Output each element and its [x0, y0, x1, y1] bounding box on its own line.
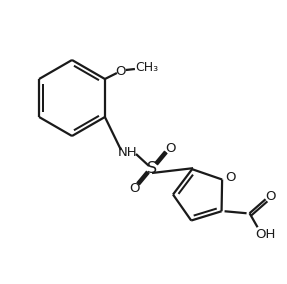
Text: O: O [116, 64, 126, 78]
Text: O: O [265, 190, 276, 203]
Text: NH: NH [118, 145, 138, 158]
Text: CH₃: CH₃ [135, 60, 158, 74]
Text: O: O [165, 141, 175, 154]
Text: O: O [129, 181, 139, 195]
Text: S: S [147, 160, 157, 176]
Text: O: O [225, 171, 235, 184]
Text: OH: OH [255, 228, 276, 241]
